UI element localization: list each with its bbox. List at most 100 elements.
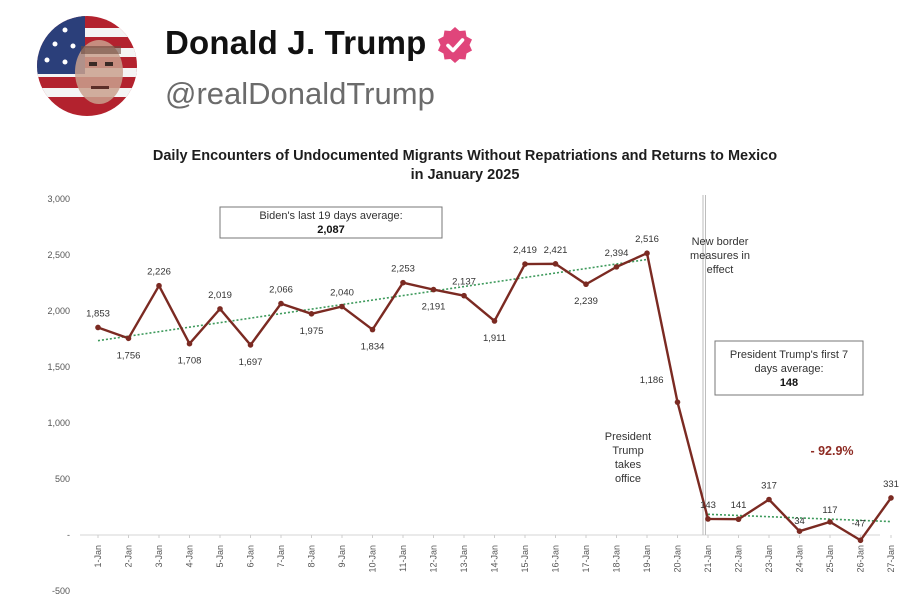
office-note-line-4: office [615,473,641,485]
data-point [278,300,284,307]
x-tick-label: 2-Jan [124,545,134,568]
x-tick-label: 4-Jan [185,545,195,568]
data-label: 1,756 [117,350,141,361]
x-tick-label: 9-Jan [337,545,347,568]
y-tick-label: 1,000 [47,418,70,428]
data-label: 34 [794,516,805,527]
border-note-line-1: New border [692,236,749,248]
data-label: 2,419 [513,245,537,256]
data-point [552,261,559,267]
x-tick-label: 1-Jan [93,545,103,568]
x-tick-label: 18-Jan [612,545,622,573]
data-point [430,286,437,293]
x-tick-label: 22-Jan [734,545,744,573]
line-chart: -500-5001,0001,5002,0002,5003,0001,8531,… [47,194,898,596]
data-label: 1,911 [483,333,506,344]
office-note-line-1: President [605,431,651,443]
data-point [705,516,711,522]
x-tick-label: 6-Jan [246,545,256,568]
x-tick-label: 5-Jan [215,545,225,568]
border-note-line-2: measures in [690,250,750,262]
post-header: Donald J. Trump @realDonaldTrump [0,0,900,130]
data-point [339,303,345,310]
data-label: 1,975 [300,326,324,337]
data-label: 1,697 [239,357,263,368]
user-handle[interactable]: @realDonaldTrump [165,76,435,111]
x-tick-label: 25-Jan [825,545,835,573]
data-label: 2,394 [605,248,629,259]
data-point [125,335,132,342]
data-point [674,399,681,405]
percent-change-label: - 92.9% [810,444,853,458]
data-point [522,261,528,267]
data-point [308,311,315,317]
y-tick-label: -500 [52,586,70,596]
biden-average-value: 2,087 [317,224,345,236]
data-point [400,279,406,286]
biden-average-box [219,206,443,239]
x-tick-label: 15-Jan [520,545,530,573]
data-label: 2,040 [330,288,354,299]
data-point [796,528,803,534]
x-tick-label: 3-Jan [154,545,164,568]
data-point [583,281,589,288]
data-label: 2,226 [147,267,171,278]
trump-average-label-1: President Trump's first 7 [730,349,848,361]
data-label: 2,137 [452,277,476,288]
data-point [369,326,376,333]
data-point [827,519,833,525]
trump-average-label-2: days average: [754,363,823,375]
data-point [156,282,162,289]
x-tick-label: 26-Jan [856,545,866,573]
chart-title: Daily Encounters of Undocumented Migrant… [0,147,900,185]
data-point [888,495,894,501]
data-point [461,292,467,299]
x-tick-label: 27-Jan [886,545,896,573]
y-tick-label: 2,000 [47,306,70,316]
avatar-image [37,16,137,116]
data-label: 2,421 [544,245,568,256]
data-label: 2,253 [391,264,415,275]
trend-line [97,258,648,342]
x-tick-label: 17-Jan [581,545,591,573]
chart-title-line-2: in January 2025 [410,167,520,183]
data-label: 317 [761,480,777,491]
data-label: 1,708 [178,356,202,367]
x-tick-label: 16-Jan [551,545,561,573]
data-label: 1,834 [361,342,385,353]
trend-line [707,513,892,523]
border-note-line-3: effect [707,264,734,276]
data-label: 2,019 [208,290,232,301]
y-tick-label: 1,500 [47,362,70,372]
data-point [644,250,650,257]
chart-container: Daily Encounters of Undocumented Migrant… [0,135,900,611]
x-tick-label: 23-Jan [764,545,774,573]
x-tick-label: 12-Jan [429,545,439,573]
data-point [186,340,193,347]
x-tick-label: 19-Jan [642,545,652,573]
data-label: 2,066 [269,285,293,296]
x-tick-label: 21-Jan [703,545,713,573]
data-point [217,306,223,312]
data-label: 2,516 [635,234,659,245]
x-tick-label: 24-Jan [795,545,805,573]
data-point [613,264,620,270]
data-point [857,537,864,544]
x-tick-label: 20-Jan [673,545,683,573]
data-label: 1,186 [640,375,664,386]
x-tick-label: 11-Jan [398,545,408,572]
avatar[interactable] [37,16,137,116]
data-label: 143 [700,500,716,511]
data-label: 117 [822,505,837,516]
data-point [247,342,254,348]
y-tick-label: - [67,530,70,540]
y-tick-label: 2,500 [47,250,70,260]
x-tick-label: 14-Jan [490,545,500,573]
data-label: 141 [731,500,747,511]
x-tick-label: 10-Jan [368,545,378,573]
data-point [95,324,101,331]
trump-average-box [714,340,864,396]
display-name[interactable]: Donald J. Trump [165,24,427,61]
data-point [766,496,772,503]
x-tick-label: 13-Jan [459,545,469,573]
